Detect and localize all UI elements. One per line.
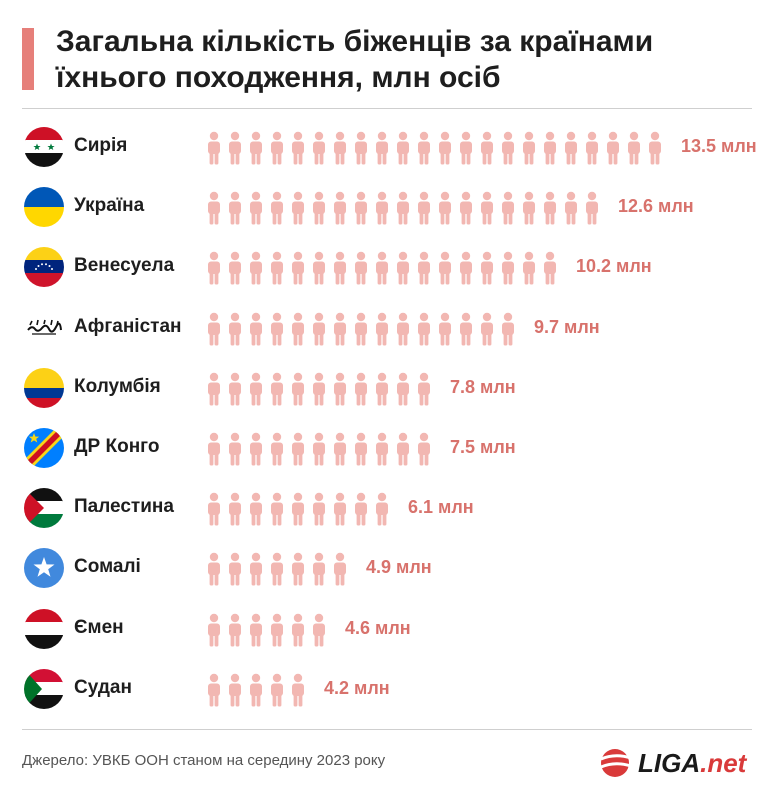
country-label: Колумбія bbox=[74, 375, 161, 397]
venezuela-flag-icon bbox=[24, 247, 64, 288]
country-label: ДР Конго bbox=[74, 436, 160, 457]
country-label: Венесуела bbox=[74, 255, 175, 277]
value-label: 7.5 млн bbox=[450, 437, 516, 457]
bar-people-icons bbox=[207, 552, 667, 588]
ukraine-flag-icon bbox=[24, 187, 64, 228]
bar-people-icons bbox=[207, 432, 667, 468]
palestine-flag-icon bbox=[24, 488, 64, 529]
chart-row: Венесуела 10.2 млн bbox=[0, 239, 775, 299]
liga-logo: LIGA.net bbox=[598, 742, 758, 782]
bar-people-icons bbox=[207, 131, 667, 167]
chart-row: ДР Конго 7.5 млн bbox=[0, 420, 775, 480]
value-label: 7.8 млн bbox=[450, 376, 516, 397]
colombia-flag-icon bbox=[24, 367, 64, 408]
bar-people-icons bbox=[207, 613, 667, 649]
country-label: Ємен bbox=[74, 616, 124, 638]
syria-flag-icon bbox=[24, 127, 64, 167]
bar-people-icons bbox=[207, 191, 667, 227]
country-label: Палестина bbox=[74, 496, 174, 518]
country-label: Сирія bbox=[74, 135, 128, 156]
chart-row: Палестина 6.1 млн bbox=[0, 480, 775, 540]
bar-people-icons bbox=[207, 673, 667, 709]
value-label: 12.6 млн bbox=[618, 196, 694, 217]
liga-logo-main: LIGA bbox=[638, 748, 701, 778]
chart-row: Колумбія 7.8 млн bbox=[0, 360, 775, 420]
country-label: Судан bbox=[74, 676, 132, 698]
country-label: Сомалі bbox=[74, 556, 141, 578]
country-label: Україна bbox=[74, 195, 145, 217]
chart-row: Афганістан 9.7 млн bbox=[0, 300, 775, 360]
bar-people-icons bbox=[207, 372, 667, 408]
chart-row: Судан 4.2 млн bbox=[0, 661, 775, 721]
top-divider bbox=[22, 108, 752, 109]
bar-people-icons bbox=[207, 251, 667, 287]
chart-row: Україна 12.6 млн bbox=[0, 179, 775, 239]
value-label: 4.9 млн bbox=[366, 557, 432, 578]
bar-people-icons bbox=[207, 312, 667, 348]
chart-row: Сомалі 4.9 млн bbox=[0, 540, 775, 600]
value-label: 10.2 млн bbox=[576, 256, 652, 277]
value-label: 13.5 млн bbox=[681, 136, 757, 156]
country-label: Афганістан bbox=[74, 315, 182, 337]
bottom-divider bbox=[22, 729, 752, 730]
value-label: 6.1 млн bbox=[408, 497, 474, 518]
value-label: 4.6 млн bbox=[345, 617, 411, 638]
bar-people-icons bbox=[207, 492, 667, 528]
liga-logo-suffix: .net bbox=[700, 748, 747, 778]
source-note: Джерело: УВКБ ООН станом на середину 202… bbox=[22, 752, 386, 769]
sudan-flag-icon bbox=[24, 668, 64, 709]
chart-row: Сирія 13.5 млн bbox=[0, 119, 775, 179]
chart-row: Ємен 4.6 млн bbox=[0, 601, 775, 661]
yemen-flag-icon bbox=[24, 608, 64, 649]
liga-logo-text: LIGA.net bbox=[638, 748, 746, 779]
drc-flag-icon bbox=[24, 428, 64, 468]
liga-logo-icon bbox=[600, 749, 632, 777]
somalia-flag-icon bbox=[24, 548, 64, 589]
chart-title: Загальна кількість біженців за країнами … bbox=[56, 25, 654, 94]
title-accent-bar bbox=[22, 28, 34, 90]
afghanistan-flag-icon bbox=[24, 307, 64, 348]
value-label: 9.7 млн bbox=[534, 316, 600, 337]
value-label: 4.2 млн bbox=[324, 677, 390, 698]
